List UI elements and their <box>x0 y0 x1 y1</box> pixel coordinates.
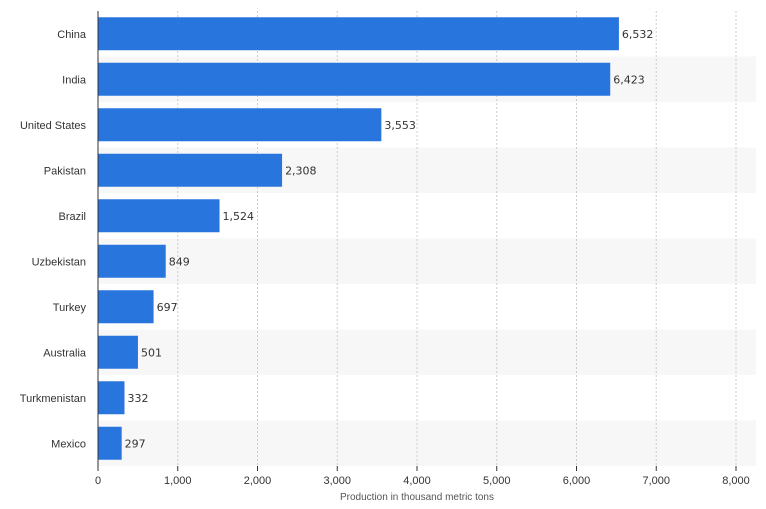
bar-brazil[interactable] <box>98 199 220 233</box>
value-label: 3,553 <box>384 119 416 132</box>
bar-pakistan[interactable] <box>98 153 283 187</box>
bar-turkey[interactable] <box>98 290 154 324</box>
x-tick-label: 7,000 <box>642 475 670 487</box>
x-tick-label: 1,000 <box>164 475 192 487</box>
x-tick-label: 2,000 <box>244 475 272 487</box>
category-label: China <box>57 29 87 41</box>
bar-united-states[interactable] <box>98 108 382 142</box>
x-tick-label: 6,000 <box>563 475 591 487</box>
value-label: 1,524 <box>223 210 255 223</box>
category-label: Uzbekistan <box>32 256 86 268</box>
category-label: Pakistan <box>44 165 86 177</box>
row-stripe <box>98 329 756 375</box>
value-label: 501 <box>141 346 162 359</box>
category-label: United States <box>20 120 87 132</box>
value-label: 332 <box>127 392 148 405</box>
bar-china[interactable] <box>98 17 619 51</box>
row-stripe <box>98 238 756 284</box>
category-label: Brazil <box>58 211 86 223</box>
bar-india[interactable] <box>98 62 611 96</box>
category-label: Australia <box>43 347 87 359</box>
value-label: 6,532 <box>622 28 654 41</box>
x-tick-label: 5,000 <box>483 475 511 487</box>
bar-australia[interactable] <box>98 335 138 369</box>
category-label: Mexico <box>51 438 86 450</box>
value-label: 849 <box>169 255 190 268</box>
category-label: Turkey <box>53 302 87 314</box>
bars <box>98 17 619 460</box>
x-tick-label: 4,000 <box>403 475 431 487</box>
bar-uzbekistan[interactable] <box>98 244 166 278</box>
value-label: 6,423 <box>613 73 645 86</box>
bar-turkmenistan[interactable] <box>98 381 125 415</box>
x-tick-label: 8,000 <box>722 475 750 487</box>
row-stripe <box>98 420 756 466</box>
row-stripes <box>98 56 756 466</box>
category-label: India <box>62 74 87 86</box>
bar-mexico[interactable] <box>98 426 122 460</box>
x-tick-label: 0 <box>95 475 101 487</box>
x-axis: 0 1,000 2,000 3,000 4,000 5,000 6,000 7,000 8,00… <box>95 11 750 487</box>
value-labels: 6,532 6,423 3,553 2,308 1,524 849 697 501 332 297 <box>125 28 654 451</box>
value-label: 297 <box>125 437 146 450</box>
category-label: Turkmenistan <box>20 393 86 405</box>
x-tick-label: 3,000 <box>323 475 351 487</box>
value-label: 2,308 <box>285 164 317 177</box>
category-labels: China India United States Pakistan Brazil Uzb… <box>20 29 87 451</box>
x-axis-title: Production in thousand metric tons <box>340 492 494 503</box>
value-label: 697 <box>157 301 178 314</box>
